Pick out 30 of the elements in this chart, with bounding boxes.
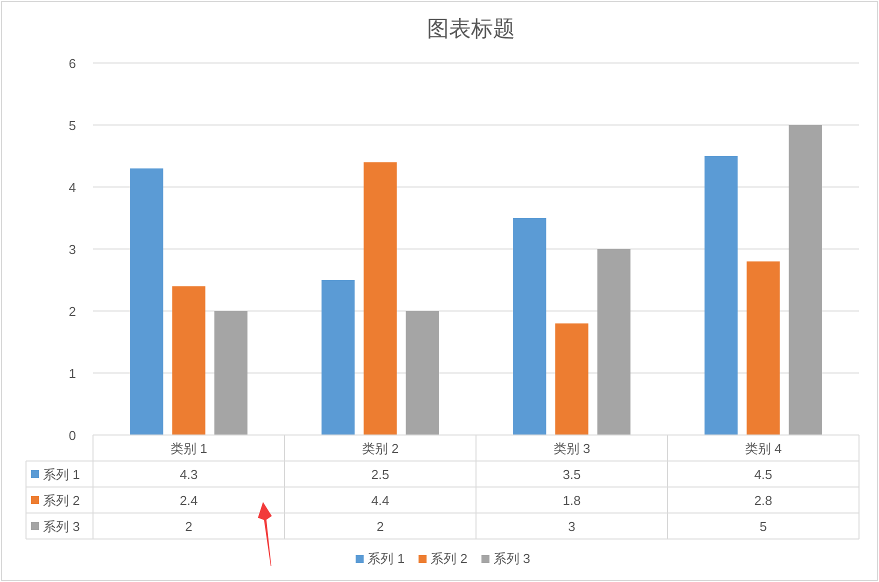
data-label: 4.5 (754, 467, 772, 482)
x-tick-label: 类别 1 (170, 441, 208, 456)
data-label: 2.8 (754, 493, 772, 508)
data-label: 1.8 (562, 493, 581, 508)
legend-label: 系列 1 (368, 551, 405, 566)
data-label: 4.4 (371, 493, 390, 508)
data-label: 2 (376, 519, 384, 534)
x-tick-label: 类别 2 (362, 441, 399, 456)
x-tick-label: 类别 4 (744, 441, 782, 456)
data-label: 2.4 (180, 493, 198, 508)
data-label: 2.5 (371, 467, 390, 482)
data-label: 2 (185, 519, 192, 534)
legend-label: 系列 3 (493, 551, 530, 566)
legend-label: 系列 3 (43, 519, 80, 534)
y-tick-label: 2 (68, 304, 76, 319)
data-label: 3.5 (562, 467, 581, 482)
legend-label: 系列 2 (43, 493, 80, 508)
legend-label: 系列 2 (430, 551, 468, 566)
y-tick-label: 5 (68, 118, 76, 133)
y-tick-label: 1 (68, 366, 76, 381)
chart-title: 图表标题 (427, 16, 515, 41)
data-label: 3 (568, 519, 576, 534)
y-tick-label: 4 (68, 180, 76, 195)
data-label: 4.3 (180, 467, 198, 482)
x-tick-label: 类别 3 (553, 441, 590, 456)
y-tick-label: 3 (68, 242, 76, 257)
data-label: 5 (760, 519, 767, 534)
legend-label: 系列 1 (43, 467, 80, 482)
y-tick-label: 0 (68, 428, 76, 443)
y-tick-label: 6 (68, 56, 76, 71)
